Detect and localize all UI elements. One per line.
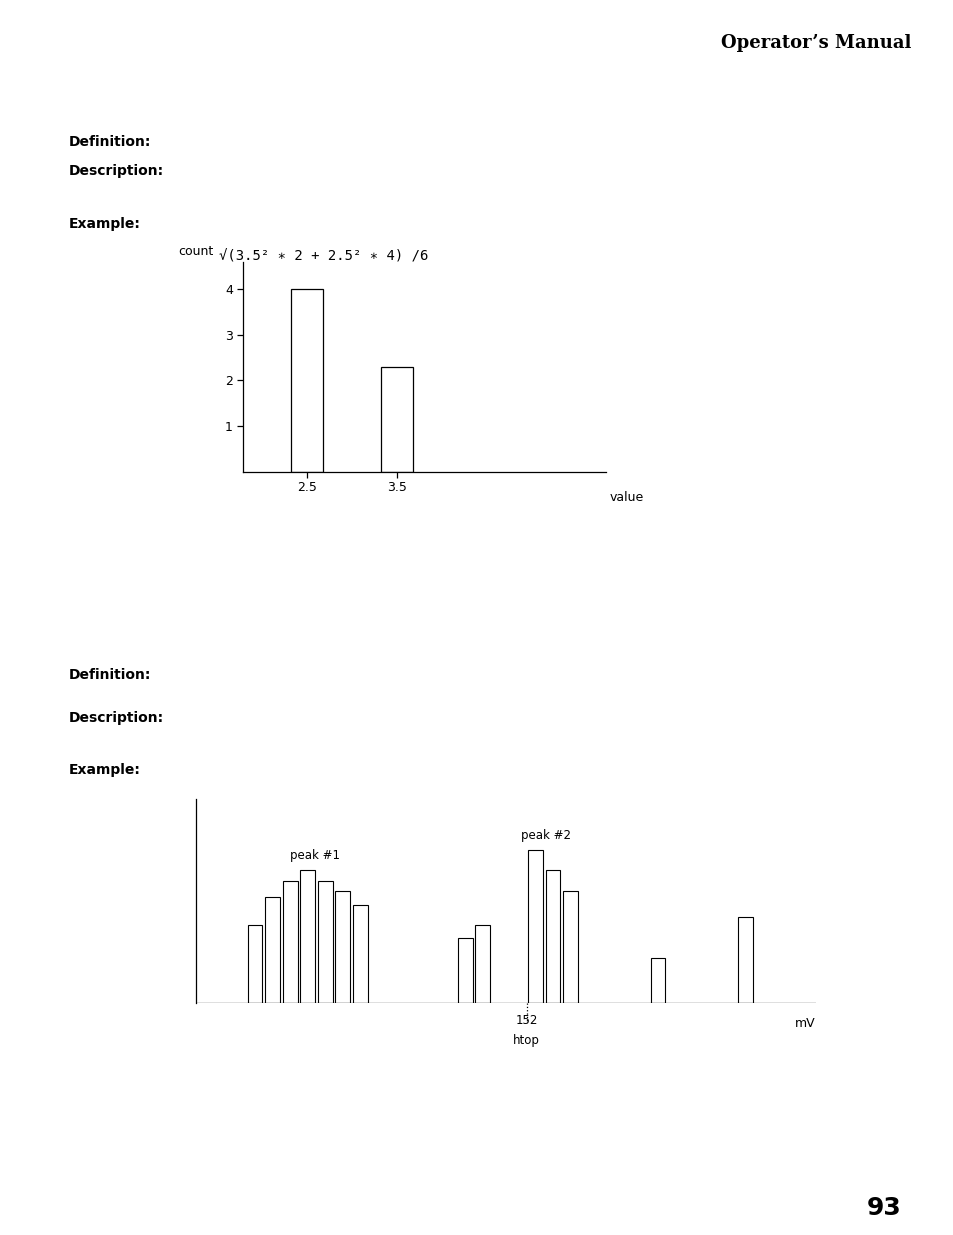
Bar: [457, 937, 472, 1003]
Bar: [353, 905, 367, 1003]
Text: Definition:: Definition:: [69, 668, 151, 682]
Bar: [381, 367, 413, 472]
Bar: [528, 850, 542, 1003]
Text: hist top: hist top: [74, 640, 139, 655]
Text: mV: mV: [794, 1018, 815, 1030]
Text: Description:: Description:: [69, 711, 164, 725]
Bar: [265, 897, 280, 1003]
Bar: [291, 289, 322, 472]
Text: peak #1: peak #1: [290, 850, 339, 862]
Bar: [300, 871, 314, 1003]
Text: 152: 152: [515, 1014, 537, 1028]
Text: Definition:: Definition:: [69, 135, 151, 148]
Text: Description:: Description:: [69, 164, 164, 178]
Bar: [545, 871, 559, 1003]
Text: Example:: Example:: [69, 217, 140, 231]
Bar: [650, 958, 664, 1003]
Text: Operator’s Manual: Operator’s Manual: [720, 35, 910, 52]
Bar: [475, 925, 490, 1003]
Text: hist rms: hist rms: [74, 95, 143, 111]
Bar: [335, 890, 350, 1003]
Bar: [738, 918, 752, 1003]
Text: value: value: [609, 490, 643, 504]
Text: peak #2: peak #2: [520, 829, 570, 842]
Text: √(3.5² ∗ 2 + 2.5² ∗ 4) /6: √(3.5² ∗ 2 + 2.5² ∗ 4) /6: [219, 249, 428, 264]
Text: Histogram Top: Histogram Top: [208, 640, 328, 655]
Bar: [562, 890, 578, 1003]
Text: 93: 93: [866, 1195, 901, 1220]
Text: Example:: Example:: [69, 763, 140, 777]
Text: htop: htop: [513, 1035, 539, 1047]
Bar: [248, 925, 262, 1003]
Text: Histogram Root Mean Square: Histogram Root Mean Square: [208, 95, 451, 111]
Bar: [282, 881, 297, 1003]
Text: count: count: [178, 245, 213, 258]
Bar: [317, 881, 333, 1003]
